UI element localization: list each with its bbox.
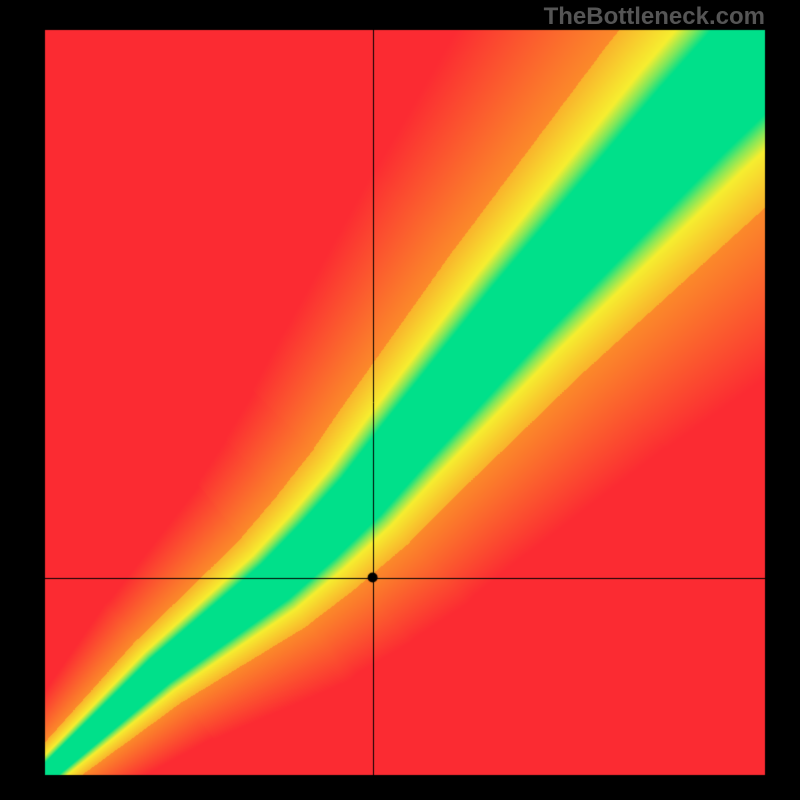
bottleneck-heatmap (0, 0, 800, 800)
watermark-text: TheBottleneck.com (544, 3, 765, 31)
chart-container: TheBottleneck.com (0, 0, 800, 800)
